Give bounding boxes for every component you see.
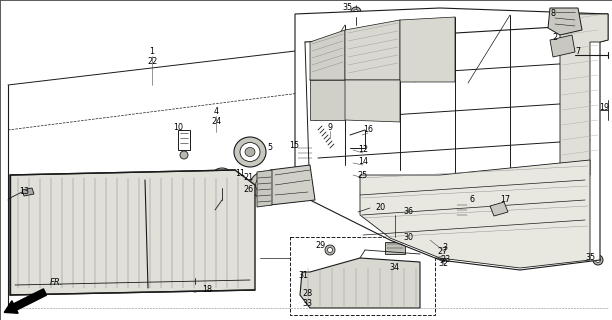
Text: FR.: FR.: [50, 278, 64, 287]
Polygon shape: [550, 35, 575, 57]
Text: 13: 13: [19, 188, 29, 196]
Text: 16: 16: [363, 125, 373, 134]
Text: 26: 26: [243, 186, 253, 195]
Ellipse shape: [255, 177, 272, 193]
Polygon shape: [270, 165, 315, 205]
Polygon shape: [400, 17, 455, 82]
Text: 9: 9: [327, 123, 332, 132]
Polygon shape: [300, 258, 420, 308]
Ellipse shape: [152, 207, 217, 267]
Text: 8: 8: [551, 10, 556, 19]
Text: 3: 3: [442, 244, 447, 252]
Polygon shape: [345, 20, 400, 80]
Circle shape: [179, 231, 191, 243]
Text: 20: 20: [375, 204, 385, 212]
Ellipse shape: [240, 142, 260, 162]
Polygon shape: [345, 80, 400, 122]
Polygon shape: [257, 170, 272, 207]
Text: 1: 1: [149, 47, 154, 57]
Text: 6: 6: [469, 196, 474, 204]
Text: 22: 22: [147, 58, 157, 67]
Polygon shape: [310, 80, 345, 120]
Polygon shape: [560, 14, 608, 175]
Text: 34: 34: [389, 262, 399, 271]
Circle shape: [180, 151, 188, 159]
Ellipse shape: [65, 208, 125, 258]
Text: 23: 23: [440, 255, 450, 265]
Polygon shape: [490, 202, 508, 216]
Polygon shape: [10, 170, 255, 295]
Circle shape: [218, 174, 226, 182]
Text: 10: 10: [173, 123, 183, 132]
Text: 36: 36: [403, 207, 413, 217]
Circle shape: [574, 58, 582, 66]
Polygon shape: [295, 8, 608, 270]
Circle shape: [193, 286, 197, 290]
Bar: [178, 130, 190, 150]
Ellipse shape: [216, 172, 228, 183]
Text: 17: 17: [500, 196, 510, 204]
Text: 28: 28: [302, 289, 312, 298]
Text: 31: 31: [298, 271, 308, 281]
FancyArrow shape: [4, 289, 47, 313]
Circle shape: [413, 210, 423, 220]
Circle shape: [87, 225, 103, 241]
Circle shape: [347, 147, 353, 153]
Text: 27: 27: [438, 247, 448, 257]
Text: 35: 35: [342, 3, 352, 12]
Text: 32: 32: [438, 259, 448, 268]
Ellipse shape: [378, 268, 392, 276]
Ellipse shape: [164, 218, 206, 256]
Ellipse shape: [234, 137, 266, 167]
Circle shape: [304, 274, 312, 282]
Circle shape: [354, 10, 359, 14]
Text: 12: 12: [358, 145, 368, 154]
Bar: [290, 237, 435, 315]
Text: 15: 15: [289, 140, 299, 149]
Ellipse shape: [50, 196, 140, 270]
Polygon shape: [310, 30, 345, 80]
Bar: [296, 143, 314, 165]
Circle shape: [371, 204, 379, 212]
Circle shape: [373, 206, 377, 210]
Circle shape: [327, 247, 332, 252]
Text: 19: 19: [599, 103, 609, 113]
Text: 7: 7: [575, 47, 581, 57]
Text: 35: 35: [585, 252, 595, 261]
Bar: [385, 242, 405, 254]
Circle shape: [593, 255, 603, 265]
Ellipse shape: [250, 172, 278, 198]
Circle shape: [325, 245, 335, 255]
Text: 4: 4: [214, 108, 218, 116]
Polygon shape: [22, 188, 34, 196]
Circle shape: [316, 124, 324, 132]
Text: 30: 30: [403, 234, 413, 243]
Text: 11: 11: [235, 169, 245, 178]
Text: 33: 33: [302, 299, 312, 308]
Bar: [350, 135, 365, 148]
Text: 21: 21: [243, 172, 253, 181]
Ellipse shape: [211, 168, 233, 188]
Bar: [455, 202, 469, 220]
Text: 18: 18: [202, 285, 212, 294]
Text: 25: 25: [358, 171, 368, 180]
Text: 29: 29: [316, 242, 326, 251]
Text: 2: 2: [553, 34, 558, 43]
Circle shape: [351, 7, 361, 17]
Circle shape: [416, 212, 420, 218]
Text: 14: 14: [358, 157, 368, 166]
Circle shape: [347, 172, 353, 178]
Text: 5: 5: [267, 143, 272, 153]
Text: 24: 24: [211, 117, 221, 126]
Polygon shape: [548, 8, 582, 35]
Circle shape: [347, 160, 353, 166]
Polygon shape: [360, 160, 590, 268]
Ellipse shape: [245, 148, 255, 156]
Circle shape: [191, 284, 199, 292]
Circle shape: [595, 258, 600, 262]
